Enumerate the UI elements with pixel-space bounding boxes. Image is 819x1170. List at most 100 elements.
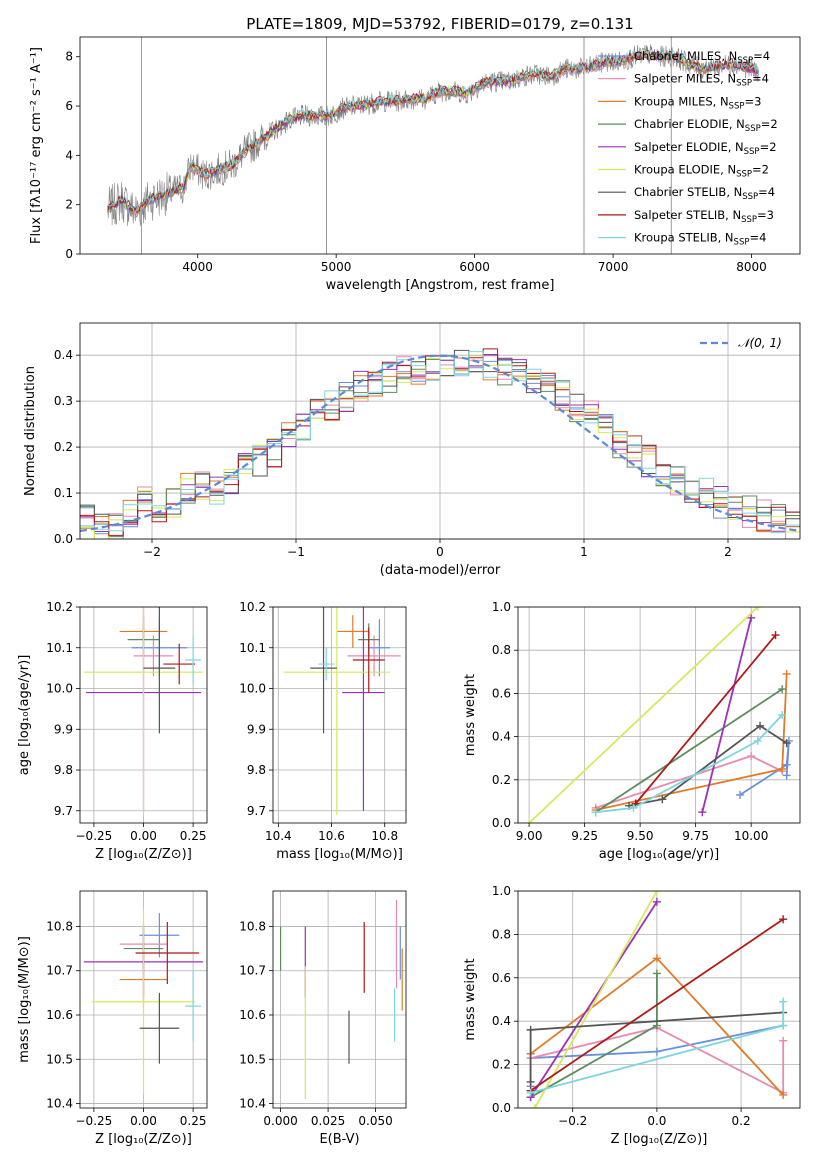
weight-series [525, 607, 762, 823]
weight-marker [778, 711, 787, 719]
y-tick-label: 0.8 [492, 643, 511, 657]
y-tick-label: 0.2 [492, 773, 511, 787]
y-tick-label: 0.2 [492, 1058, 511, 1072]
x-tick-label: 10.8 [371, 829, 398, 843]
legend-label: Salpeter ELODIE, NSSP=2 [634, 140, 777, 157]
weight-marker [736, 790, 745, 799]
weight-marker [778, 685, 787, 694]
y-tick-label: 9.8 [54, 763, 73, 777]
weight-marker [779, 915, 788, 924]
errorbar-point [342, 607, 385, 811]
y-tick-label: 0 [65, 247, 73, 261]
y-tick-label: 10.5 [46, 1052, 73, 1066]
x-tick-label: 9.00 [516, 829, 543, 843]
axes-frame [79, 36, 801, 255]
x-tick-label: 0.025 [311, 1114, 345, 1128]
weight-marker [778, 765, 787, 773]
x-axis-label: mass [log₁₀(M/M⊙)] [276, 847, 403, 862]
y-axis-label: Normed distribution [23, 366, 38, 496]
weight-series [530, 891, 661, 1108]
plot-area-age_vs_mass [283, 607, 401, 815]
y-tick-label: 0.2 [54, 440, 73, 454]
y-tick-label: 9.9 [247, 722, 266, 736]
axes-frame [517, 606, 801, 824]
legend-label-base: Kroupa MILES, N [634, 94, 729, 108]
weight-marker [530, 1104, 539, 1108]
weight-series [591, 752, 787, 812]
errorbar-point [143, 607, 176, 734]
axes-mass_vs_EBV: 0.000 0.025 0.050 10.4 10.5 10.6 10.7 10.8 E(B-V… [239, 890, 407, 1147]
x-tick-label: 8000 [736, 260, 767, 274]
legend-label-tail: =4 [752, 72, 769, 86]
y-tick-label: 10.8 [46, 919, 73, 933]
y-axis-label: mass [log₁₀(M/M⊙)] [17, 936, 32, 1063]
weight-series [526, 969, 661, 1102]
y-tick-label: 10.7 [46, 964, 73, 978]
weight-marker [779, 997, 788, 1006]
y-tick-label: 0.0 [492, 816, 511, 830]
legend-label-base: Chabrier MILES, N [634, 49, 737, 63]
legend-label-tail: =4 [758, 185, 775, 199]
legend-label: Chabrier ELODIE, NSSP=2 [634, 117, 778, 134]
weight-line [528, 607, 759, 823]
y-tick-label: 10.8 [239, 919, 266, 933]
weight-series [591, 685, 787, 817]
x-tick-label: 10.4 [265, 829, 292, 843]
legend-label-tail: =2 [761, 117, 778, 131]
x-tick-label: 0.00 [130, 1114, 157, 1128]
errorbar-point [185, 970, 202, 1042]
y-tick-label: 1.0 [492, 600, 511, 614]
errorbar-point [139, 913, 180, 958]
legend-label-subscript: SSP [736, 170, 752, 180]
y-tick-label: 10.2 [239, 600, 266, 614]
axes-frame [517, 890, 801, 1109]
y-tick-label: 8 [65, 50, 73, 64]
axes-frame [79, 322, 801, 540]
y-axis-label: mass weight [463, 958, 478, 1040]
y-tick-label: 0.4 [492, 1014, 511, 1028]
x-tick-label: 0.25 [180, 1114, 207, 1128]
axes-age_vs_Z: −0.25 0.00 0.25 9.7 9.8 9.9 10.0 10.1 10.2 Z [log… [17, 600, 208, 862]
errorbar-point [368, 619, 391, 677]
weight-line [739, 740, 790, 796]
weight-marker [756, 721, 765, 730]
x-tick-label: 9.75 [682, 829, 709, 843]
weight-series [736, 736, 793, 799]
legend-label-base: Chabrier ELODIE, N [634, 117, 745, 131]
weight-marker [652, 1047, 661, 1056]
legend-label-base: Salpeter ELODIE, N [634, 140, 744, 154]
errorbar-point [91, 908, 196, 1095]
legend-label-tail: =3 [744, 94, 761, 108]
legend-label-subscript: SSP [742, 192, 758, 202]
x-tick-label: 9.50 [627, 829, 654, 843]
errorbar-point [163, 643, 196, 685]
plot-area-mass_vs_EBV [280, 899, 403, 1100]
weight-marker [747, 752, 756, 761]
legend-label-tail: =2 [752, 163, 769, 177]
y-tick-label: 10.1 [46, 641, 73, 655]
y-tick-label: 10.0 [239, 682, 266, 696]
legend-label-base: Salpeter MILES, N [634, 72, 736, 86]
x-axis-label: E(B-V) [319, 1132, 359, 1147]
x-tick-label: 0.00 [130, 829, 157, 843]
legend-label-subscript: SSP [734, 238, 750, 248]
y-tick-label: 9.7 [247, 804, 266, 818]
weight-marker [753, 607, 762, 611]
x-tick-label: 9.25 [571, 829, 598, 843]
x-tick-label: 0.25 [180, 829, 207, 843]
weight-marker [779, 1036, 788, 1045]
axes-spectrum: 4000 5000 6000 7000 8000 0 2 4 6 8 wavelength [Ang… [29, 36, 801, 293]
plot-area-weight_vs_age [525, 607, 793, 823]
weight-marker [629, 803, 638, 812]
weight-marker [526, 1077, 535, 1086]
y-tick-label: 0.4 [54, 348, 73, 362]
weight-line [530, 918, 784, 1092]
plot-area-age_vs_Z [83, 607, 204, 815]
weight-marker [526, 1025, 535, 1034]
x-tick-label: 0.2 [732, 1114, 751, 1128]
weight-series [625, 721, 791, 810]
weight-line [635, 634, 777, 805]
axes-frame [79, 606, 208, 824]
